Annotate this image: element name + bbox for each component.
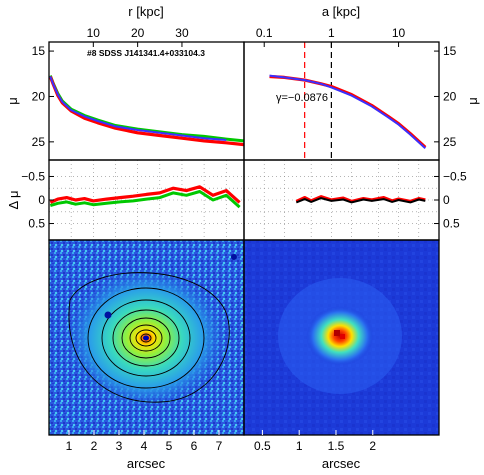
y-tick-label: −0.5 (443, 169, 467, 183)
mu-axis-title-right: μ (465, 97, 480, 105)
bottom-left-axis-title: arcsec (127, 456, 166, 471)
surface-brightness-profile-linear-series-red (49, 75, 244, 147)
y-tick-label: 20 (32, 89, 46, 103)
y-tick-label: 15 (32, 44, 46, 58)
series-layer-middle-left (49, 185, 241, 209)
mu-axis-title-left: μ (5, 97, 20, 105)
x-tick-label: 5 (166, 439, 173, 453)
y-tick-label: 25 (32, 135, 46, 149)
x-tick-label: 0.5 (254, 439, 271, 453)
galaxy-image-right (244, 240, 439, 435)
panel-frame-bottom-right (243, 239, 440, 436)
surface-brightness-profile-log-series-blue (269, 74, 426, 149)
delta-mu-axis-title: Δ μ (6, 190, 21, 209)
galaxy-image-left (49, 240, 244, 435)
top-left-axis-title: r [kpc] (128, 4, 163, 19)
x-tick-label: 3 (116, 439, 123, 453)
y-tick-label: 20 (443, 89, 457, 103)
x-tick-label: 4 (141, 439, 148, 453)
top-right-axis-title: a [kpc] (322, 4, 360, 19)
x-tick-label: 6 (191, 439, 198, 453)
y-tick-label: 0 (38, 193, 45, 207)
series-layer-top-right (269, 74, 427, 149)
x-tick-label: 30 (175, 26, 189, 40)
gamma-label: γ=−0.0876 (276, 92, 328, 104)
surface-brightness-profile-linear-series-blue (49, 76, 227, 141)
residuals-log-series-black (295, 197, 426, 204)
y-tick-label: 0.5 (443, 217, 460, 231)
x-tick-label: 2 (369, 439, 376, 453)
residuals-linear-series-red (49, 185, 241, 204)
object-label: #8 SDSS J141341.4+033104.3 (87, 48, 205, 58)
x-tick-label: 1.5 (328, 439, 345, 453)
x-tick-label: 7 (216, 439, 223, 453)
y-tick-label: 0.5 (28, 217, 45, 231)
y-tick-label: 25 (443, 135, 457, 149)
series-layer-middle-right (295, 195, 426, 204)
x-tick-label: 2 (91, 439, 98, 453)
panel-frame-top-right (243, 41, 440, 161)
x-tick-label: 1 (296, 439, 303, 453)
x-tick-label: 20 (131, 26, 145, 40)
surface-brightness-profile-log-series-red (269, 74, 427, 149)
y-tick-label: 15 (443, 44, 457, 58)
residuals-linear-series-green (49, 190, 241, 209)
series-layer-top-left (49, 75, 244, 147)
x-tick-label: 1 (328, 26, 335, 40)
x-tick-label: 10 (87, 26, 101, 40)
x-tick-label: 10 (392, 26, 406, 40)
y-tick-label: 0 (443, 193, 450, 207)
bottom-right-axis-title: arcsec (322, 456, 361, 471)
y-tick-label: −0.5 (21, 169, 45, 183)
x-tick-label: 0.1 (256, 26, 273, 40)
x-tick-label: 1 (66, 439, 73, 453)
